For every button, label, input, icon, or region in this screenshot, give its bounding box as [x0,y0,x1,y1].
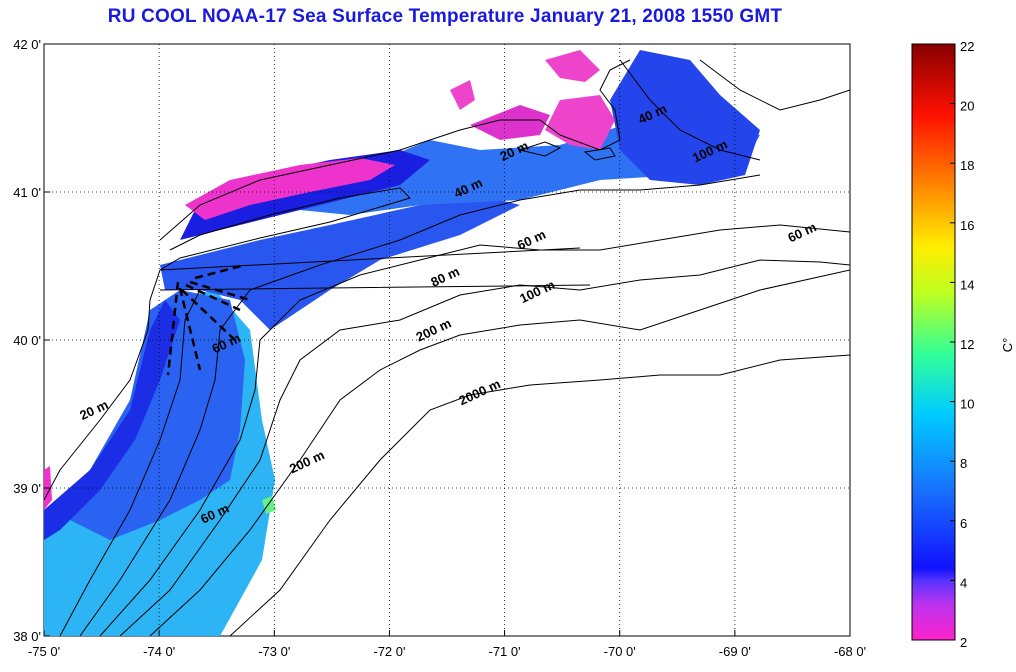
transect-2 [178,287,202,371]
sst-imagery [44,50,760,636]
lon-tick-label: -71 0' [489,644,521,659]
sst-long-island-shelf [160,195,520,330]
coastline [44,59,631,501]
ct-ri-coast [159,119,561,241]
nj-coast [44,269,161,501]
sst-shelf-edge-green [262,496,276,514]
isobath-2000m [229,354,850,636]
sst-jersey-shelf-blue [70,290,245,540]
colorbar-tick-label: 20 [960,99,974,114]
colorbar-tick-label: 6 [960,516,967,531]
sst-cape-cod-north [545,50,600,82]
long-island-coast [159,187,411,271]
colorbar-tick-label: 4 [960,575,967,590]
transect-lines [166,263,251,376]
lon-tick-label: -75 0' [28,644,60,659]
colorbar-tick-label: 14 [960,277,974,292]
transect-1 [166,281,180,376]
lon-tick-label: -74 0' [143,644,175,659]
colorbar-tick-label: 10 [960,397,974,412]
martha-vineyard [518,141,562,157]
sst-buzzards-bay [470,105,550,140]
lat-tick-label: 39 0' [13,481,41,496]
lon-tick-label: -69 0' [719,644,751,659]
colorbar-tick-label: 16 [960,218,974,233]
transect-5 [189,280,251,302]
isobath-100m [119,259,850,636]
sst-nearshore-cold [44,300,180,540]
colorbar-tick-label: 22 [960,39,974,54]
colorbar-tick-label: 18 [960,158,974,173]
colorbar-tick-label: 12 [960,337,974,352]
lon-tick-label: -70 0' [604,644,636,659]
lat-tick-label: 42 0' [13,37,41,52]
colorbar [911,43,956,641]
lat-tick-label: 40 0' [13,333,41,348]
colorbar-tick-label: 8 [960,456,967,471]
isobath-contours [59,59,850,636]
isobath-gom [619,59,850,161]
isobath-200m [149,269,850,636]
map-grid [44,44,850,636]
transect-4 [185,283,241,312]
isobath-20m [59,289,201,636]
map-title: RU COOL NOAA-17 Sea Surface Temperature … [107,6,783,27]
colorbar-unit-label: C° [1000,338,1015,353]
isobath-60m [99,224,850,636]
transect-6 [194,263,246,280]
lon-tick-label: -72 0' [373,644,405,659]
hudson-canyon-line [159,247,591,291]
lat-tick-label: 41 0' [13,185,41,200]
nantucket [583,147,616,161]
colorbar-ticks: 22 20 18 16 14 12 10 8 6 4 2 [950,39,974,650]
sst-narragansett [450,80,475,110]
sst-gulf-of-maine [610,50,760,185]
colorbar-tick-label: 2 [960,635,967,650]
lon-tick-label: -73 0' [258,644,290,659]
map-axes: -75 0' -74 0' -73 0' -72 0' -71 0' -70 0' -69 … [13,37,866,659]
lat-tick-label: 38 0' [13,629,41,644]
lon-tick-label: -68 0' [834,644,866,659]
sst-long-island-sound [185,158,395,220]
isobath-40m [79,174,761,636]
